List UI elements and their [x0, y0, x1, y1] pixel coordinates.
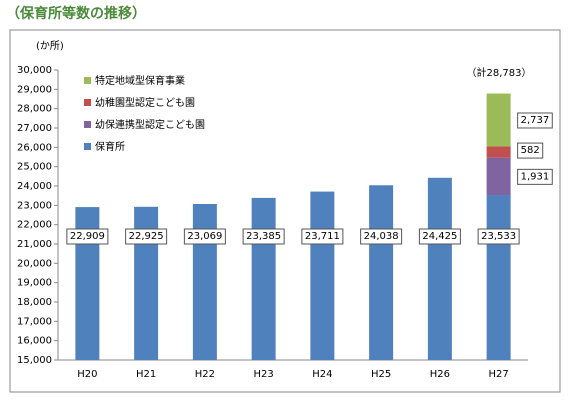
- y-tick-label: 17,000: [17, 316, 52, 327]
- x-tick-label: H23: [254, 369, 274, 380]
- value-label-box: [517, 168, 553, 185]
- value-label: 23,711: [305, 231, 340, 242]
- value-label: 23,533: [481, 231, 516, 242]
- value-label: 22,925: [129, 231, 164, 242]
- value-label-box: [242, 228, 285, 245]
- legend-label: 幼保連携型認定こども園: [95, 118, 205, 131]
- bar-segment: [427, 177, 452, 360]
- y-tick-label: 15,000: [17, 355, 52, 366]
- y-tick-label: 27,000: [17, 123, 52, 134]
- value-label-box: [301, 228, 344, 245]
- bar-segment: [192, 203, 217, 360]
- bar-segment: [486, 157, 511, 196]
- bar-segment: [369, 185, 394, 360]
- value-label-box: [418, 228, 461, 245]
- y-tick-label: 24,000: [17, 181, 52, 192]
- bar-segment: [251, 197, 276, 360]
- value-label: 24,425: [422, 231, 457, 242]
- x-tick-label: H27: [489, 369, 509, 380]
- legend-swatch: [84, 99, 91, 106]
- value-label-box: [360, 228, 403, 245]
- y-axis-label: (か所): [36, 40, 64, 52]
- x-tick-label: H26: [430, 369, 450, 380]
- y-tick-label: 18,000: [17, 297, 52, 308]
- y-tick-label: 26,000: [17, 142, 52, 153]
- y-tick-label: 23,000: [17, 200, 52, 211]
- chart-title: （保育所等数の推移）: [6, 5, 146, 22]
- legend-swatch: [84, 143, 91, 150]
- y-tick-label: 30,000: [17, 65, 52, 76]
- x-tick-label: H21: [136, 369, 156, 380]
- legend-label: 幼稚園型認定こども園: [95, 96, 195, 109]
- value-label: 582: [521, 145, 540, 156]
- y-tick-label: 16,000: [17, 336, 52, 347]
- value-label-box: [66, 228, 109, 245]
- y-tick-label: 20,000: [17, 258, 52, 269]
- y-tick-label: 28,000: [17, 104, 52, 115]
- bar-segment: [310, 191, 335, 360]
- legend-label: 特定地域型保育事業: [95, 74, 185, 87]
- x-tick-label: H24: [312, 369, 332, 380]
- y-tick-label: 29,000: [17, 84, 52, 95]
- value-label-box: [477, 228, 520, 245]
- value-label-box: [183, 228, 226, 245]
- value-label: 23,385: [246, 231, 281, 242]
- y-tick-label: 21,000: [17, 239, 52, 250]
- value-label: 23,069: [187, 231, 222, 242]
- legend-swatch: [84, 77, 91, 84]
- value-label-box: [125, 228, 168, 245]
- chart-frame: [9, 29, 561, 393]
- y-tick-label: 22,000: [17, 220, 52, 231]
- y-tick-label: 19,000: [17, 278, 52, 289]
- value-label: 24,038: [364, 231, 399, 242]
- value-label: 1,931: [521, 171, 550, 182]
- value-label: 22,909: [70, 231, 105, 242]
- value-label-box: [517, 112, 553, 129]
- x-tick-label: H20: [77, 369, 97, 380]
- bar-segment: [486, 146, 511, 158]
- total-annotation: （計28,783）: [467, 66, 532, 79]
- y-tick-label: 25,000: [17, 162, 52, 173]
- value-label: 2,737: [521, 115, 550, 126]
- x-tick-label: H25: [371, 369, 391, 380]
- bar-segment: [486, 93, 511, 147]
- x-tick-label: H22: [195, 369, 215, 380]
- bar-segment: [486, 195, 511, 360]
- legend-label: 保育所: [95, 140, 125, 153]
- value-label-box: [517, 142, 544, 159]
- legend-swatch: [84, 121, 91, 128]
